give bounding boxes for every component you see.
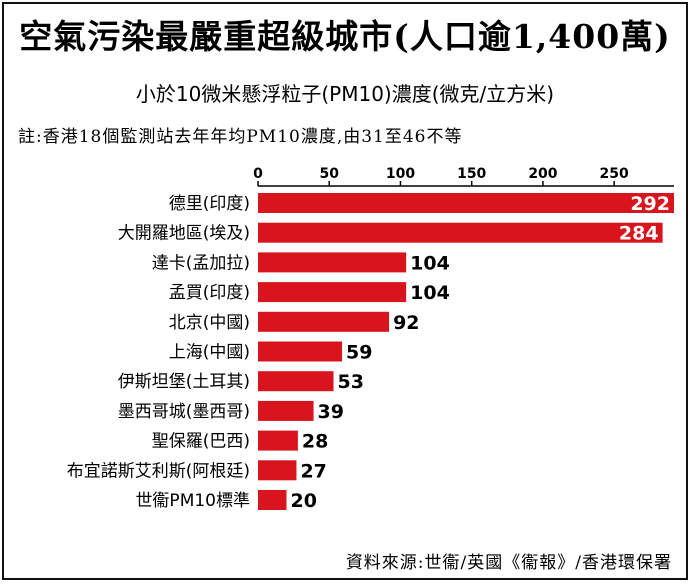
bar xyxy=(258,490,287,510)
data-label: 28 xyxy=(302,431,328,453)
bar xyxy=(258,311,390,332)
category-labels: 德里(印度) 292 大開羅地區(埃及) 284 達卡(孟加拉) 104 孟買(印度) 104… xyxy=(67,193,670,512)
chart-note: 註:香港18個監測站去年年均PM10濃度,由31至46不等 xyxy=(18,127,463,147)
data-label: 292 xyxy=(630,193,670,215)
category-label: 世衞PM10標準 xyxy=(135,491,250,511)
x-tick-label: 100 xyxy=(386,166,415,182)
data-label: 284 xyxy=(619,223,659,245)
bar xyxy=(258,193,674,213)
category-label: 孟買(印度) xyxy=(169,283,250,303)
x-tick-label: 250 xyxy=(600,166,629,182)
data-label: 59 xyxy=(346,342,372,364)
bar xyxy=(258,460,297,481)
bars xyxy=(258,193,674,510)
data-label: 20 xyxy=(290,490,316,512)
data-label: 39 xyxy=(318,401,344,423)
category-label: 墨西哥城(墨西哥) xyxy=(118,402,250,422)
bar xyxy=(258,282,407,303)
data-label: 104 xyxy=(410,252,450,274)
chart-title: 空氣污染最嚴重超級城市(人口逾1,400萬) xyxy=(19,17,671,56)
x-tick-label: 50 xyxy=(319,166,339,182)
bar xyxy=(258,341,343,362)
chart-source: 資料來源:世衞/英國《衞報》/香港環保署 xyxy=(345,553,672,573)
chart-subtitle: 小於10微米懸浮粒子(PM10)濃度(微克/立方米) xyxy=(135,82,555,106)
x-tick-label: 200 xyxy=(528,166,557,182)
bar xyxy=(258,400,314,421)
data-label: 92 xyxy=(393,312,419,334)
data-label: 53 xyxy=(338,371,364,393)
category-label: 德里(印度) xyxy=(169,194,250,214)
x-axis: 0 50 100 150 200 250 xyxy=(253,166,674,187)
category-label: 大開羅地區(埃及) xyxy=(118,224,250,244)
x-tick-label: 150 xyxy=(457,166,486,182)
bar xyxy=(258,222,663,243)
bar xyxy=(258,371,334,392)
bar xyxy=(258,252,407,273)
data-label: 27 xyxy=(300,460,326,482)
category-label: 聖保羅(巴西) xyxy=(152,432,250,452)
category-label: 上海(中國) xyxy=(169,343,250,363)
category-label: 布宜諾斯艾利斯(阿根廷) xyxy=(67,461,250,481)
category-label: 北京(中國) xyxy=(169,313,250,333)
data-label: 104 xyxy=(410,282,450,304)
category-label: 伊斯坦堡(土耳其) xyxy=(118,372,250,392)
x-tick-label: 0 xyxy=(253,166,263,182)
bar xyxy=(258,430,298,451)
category-label: 達卡(孟加拉) xyxy=(152,253,250,273)
